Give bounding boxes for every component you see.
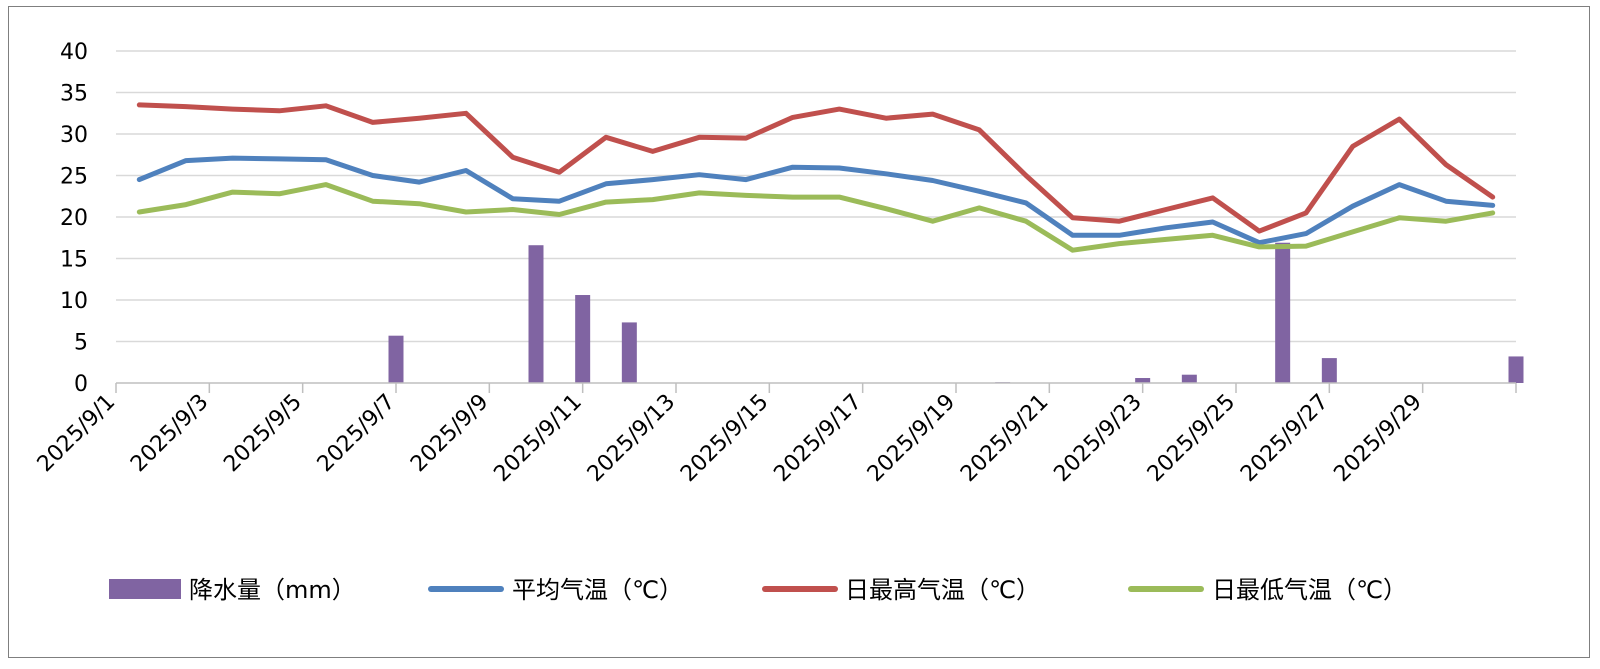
y-tick-label: 40 — [60, 40, 88, 65]
series-line — [136, 182, 1496, 253]
legend-label: 平均气温（℃） — [512, 576, 683, 604]
precipitation-bar — [1321, 358, 1337, 383]
x-tick-label: 2025/9/19 — [863, 390, 960, 487]
y-tick-label: 10 — [60, 289, 88, 314]
legend-swatch — [109, 579, 181, 599]
x-tick-label: 2025/9/21 — [956, 390, 1053, 487]
series-line — [136, 155, 1496, 246]
x-tick-label: 2025/9/7 — [313, 390, 401, 478]
y-axis-ticks: 0 5 10 15 20 25 30 35 40 — [60, 40, 88, 397]
precipitation-bar — [621, 322, 637, 383]
y-tick-label: 25 — [60, 165, 88, 190]
precipitation-bar — [528, 245, 544, 383]
y-tick-label: 30 — [60, 123, 88, 148]
gridlines — [116, 50, 1516, 343]
legend-label: 日最低气温（℃） — [1212, 576, 1407, 604]
precipitation-bar — [1181, 374, 1197, 383]
x-tick-label: 2025/9/3 — [126, 390, 214, 478]
x-tick-label: 2025/9/29 — [1329, 390, 1426, 487]
chart-frame: 0 5 10 15 20 25 30 35 40 2025/9/1 2025/9/3 2025/9/… — [8, 6, 1590, 658]
precipitation-bars — [388, 242, 1524, 383]
precipitation-bar — [388, 335, 404, 383]
legend-label: 日最高气温（℃） — [845, 576, 1040, 604]
y-tick-label: 15 — [60, 248, 88, 273]
x-tick-label: 2025/9/15 — [676, 390, 773, 487]
legend-label: 降水量（mm） — [189, 576, 356, 604]
precipitation-bar — [1135, 378, 1151, 383]
temperature-lines — [136, 102, 1496, 253]
precipitation-bar — [1508, 356, 1524, 383]
precipitation-bar — [575, 295, 591, 383]
x-tick-label: 2025/9/11 — [489, 390, 586, 487]
y-tick-label: 0 — [74, 372, 88, 397]
x-tick-label: 2025/9/27 — [1236, 390, 1333, 487]
legend: 降水量（mm） 平均气温（℃） 日最高气温（℃） 日最低气温（℃） — [109, 576, 1407, 604]
x-tick-label: 2025/9/17 — [769, 390, 866, 487]
x-tick-label: 2025/9/5 — [219, 390, 307, 478]
x-tick-label: 2025/9/13 — [583, 390, 680, 487]
series-line — [136, 102, 1496, 234]
y-tick-label: 5 — [74, 331, 88, 356]
y-tick-label: 20 — [60, 206, 88, 231]
precipitation-bar — [1275, 242, 1291, 383]
y-tick-label: 35 — [60, 82, 88, 107]
x-tick-label: 2025/9/23 — [1049, 390, 1146, 487]
x-tick-label: 2025/9/9 — [406, 390, 494, 478]
x-axis: 2025/9/1 2025/9/3 2025/9/5 2025/9/7 2025/9/9… — [33, 382, 1517, 487]
x-tick-label: 2025/9/1 — [33, 390, 121, 478]
x-tick-label: 2025/9/25 — [1143, 390, 1240, 487]
